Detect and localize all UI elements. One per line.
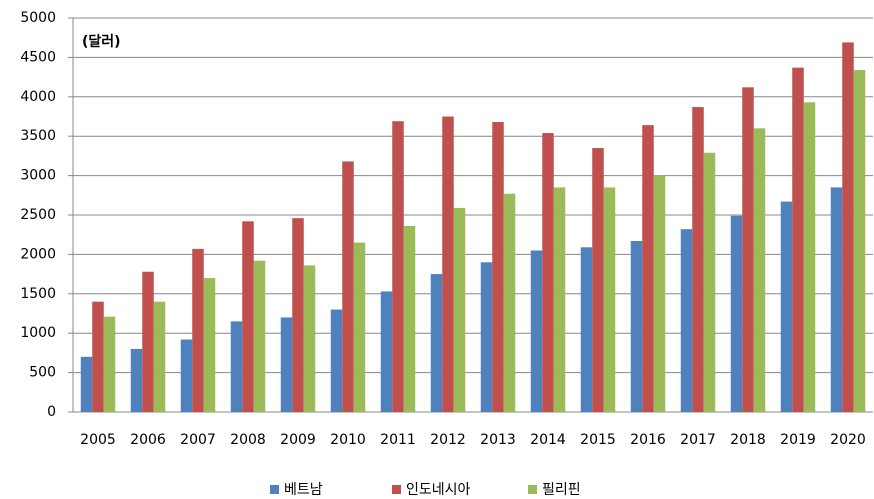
x-tick-label: 2005 — [80, 432, 116, 448]
x-tick-label: 2020 — [830, 432, 866, 448]
x-tick-label: 2008 — [230, 432, 266, 448]
bar — [280, 317, 293, 412]
y-tick-label: 500 — [29, 365, 56, 381]
bar — [630, 241, 643, 412]
bar — [403, 226, 416, 412]
bar — [703, 152, 716, 413]
bar — [342, 161, 354, 412]
unit-annotation: (달러) — [82, 34, 121, 50]
x-tick-label: 2016 — [630, 432, 666, 448]
bar — [503, 193, 516, 412]
bar — [603, 187, 616, 412]
bar — [853, 70, 866, 413]
bar — [153, 301, 166, 412]
x-tick-label: 2011 — [380, 432, 416, 448]
bar — [453, 207, 466, 412]
bar — [542, 133, 554, 412]
legend-label: 인도네시아 — [406, 482, 471, 498]
legend-swatch — [528, 485, 537, 494]
bar — [480, 262, 493, 412]
bar — [592, 148, 604, 412]
bar — [753, 128, 766, 412]
x-tick-label: 2013 — [480, 432, 516, 448]
x-tick-label: 2019 — [780, 432, 816, 448]
bar — [253, 260, 266, 412]
bar — [230, 321, 243, 412]
x-tick-label: 2006 — [130, 432, 166, 448]
bar — [292, 218, 304, 412]
bar — [380, 291, 393, 412]
bar — [530, 250, 543, 412]
bar — [492, 122, 504, 413]
bar — [642, 125, 654, 412]
bar — [130, 348, 143, 412]
x-tick-label: 2014 — [530, 432, 566, 448]
y-tick-label: 2000 — [20, 246, 56, 262]
legend-label: 필리핀 — [542, 482, 581, 498]
legend-swatch — [392, 485, 401, 494]
y-tick-label: 3500 — [20, 128, 56, 144]
bar — [92, 301, 104, 412]
y-tick-label: 1500 — [20, 286, 56, 302]
bar — [303, 265, 316, 412]
x-tick-label: 2017 — [680, 432, 716, 448]
bar — [730, 215, 743, 412]
bar — [180, 339, 193, 412]
bar — [580, 247, 593, 412]
bar — [203, 278, 216, 412]
bar — [830, 187, 843, 412]
bar — [653, 175, 666, 412]
y-tick-label: 4000 — [20, 89, 56, 105]
bar — [442, 116, 454, 412]
bar — [803, 102, 816, 412]
y-tick-label: 1000 — [20, 325, 56, 341]
bar — [792, 67, 804, 413]
x-tick-label: 2015 — [580, 432, 616, 448]
bar — [692, 107, 704, 412]
bar — [330, 309, 343, 412]
y-tick-label: 2500 — [20, 207, 56, 223]
x-tick-label: 2007 — [180, 432, 216, 448]
x-tick-label: 2018 — [730, 432, 766, 448]
legend-label: 베트남 — [284, 482, 323, 498]
bar — [353, 242, 366, 412]
y-tick-label: 0 — [47, 404, 56, 420]
x-tick-label: 2009 — [280, 432, 316, 448]
bar — [430, 274, 443, 412]
bar — [392, 121, 404, 412]
bar — [192, 248, 204, 412]
bar — [742, 87, 754, 413]
bar — [680, 229, 693, 412]
y-tick-label: 4500 — [20, 49, 56, 65]
bar — [842, 42, 854, 412]
bar — [142, 271, 154, 412]
x-tick-label: 2010 — [330, 432, 366, 448]
legend-swatch — [270, 485, 279, 494]
y-tick-label: 3000 — [20, 168, 56, 184]
bar — [780, 201, 793, 412]
x-tick-label: 2012 — [430, 432, 466, 448]
bar — [242, 221, 254, 412]
bar — [80, 356, 93, 412]
bar — [553, 187, 566, 412]
bar — [103, 316, 116, 412]
y-tick-label: 5000 — [20, 10, 56, 26]
